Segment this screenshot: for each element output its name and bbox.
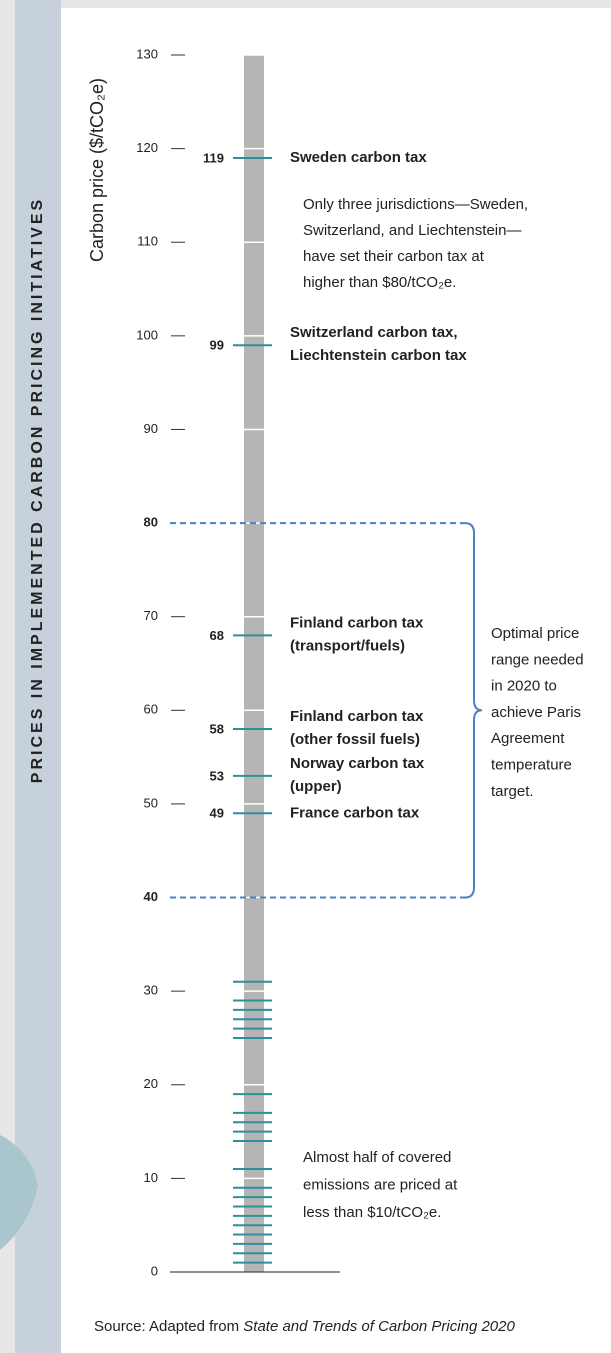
range-label: Agreement — [491, 730, 565, 747]
price-value: 53 — [210, 768, 224, 783]
price-label: (upper) — [290, 778, 342, 795]
annotation: higher than $80/tCO₂e. — [303, 274, 456, 291]
price-label: (other fossil fuels) — [290, 731, 420, 748]
price-label: Sweden carbon tax — [290, 149, 427, 166]
annotation: Only three jurisdictions—Sweden, — [303, 196, 528, 213]
source-title: State and Trends of Carbon Pricing 2020 — [243, 1318, 515, 1335]
price-label: Norway carbon tax — [290, 755, 425, 772]
y-tick-label: 80 — [144, 515, 158, 530]
y-tick-label: 70 — [144, 608, 158, 623]
y-tick-label: 90 — [144, 421, 158, 436]
y-axis-title: Carbon price ($/tCO₂e) — [87, 78, 107, 262]
y-tick-label: 40 — [144, 889, 158, 904]
range-label: achieve Paris — [491, 704, 581, 721]
decoration — [0, 1135, 38, 1250]
range-label: Optimal price — [491, 625, 579, 642]
price-value: 58 — [210, 721, 224, 736]
y-tick-label: 110 — [137, 234, 158, 249]
range-label: in 2020 to — [491, 678, 557, 695]
y-tick-label: 50 — [144, 795, 158, 810]
price-value: 49 — [210, 806, 224, 821]
price-value: 99 — [210, 338, 224, 353]
range-brace — [464, 522, 483, 899]
range-label: temperature — [491, 756, 572, 773]
y-tick-label: 130 — [136, 46, 158, 61]
y-tick-label: 10 — [144, 1170, 158, 1185]
annotation: less than $10/tCO₂e. — [303, 1204, 441, 1221]
price-label: (transport/fuels) — [290, 637, 405, 654]
y-tick-label: 120 — [136, 140, 158, 155]
source-text: Source: Adapted from — [94, 1318, 243, 1335]
annotation: have set their carbon tax at — [303, 248, 485, 265]
range-label: target. — [491, 783, 534, 800]
annotation: Almost half of covered — [303, 1149, 451, 1166]
scale-bar — [244, 55, 264, 1272]
source: Source: Adapted from State and Trends of… — [94, 1318, 515, 1335]
y-tick-label: 20 — [144, 1076, 158, 1091]
price-label: France carbon tax — [290, 804, 420, 821]
price-label: Switzerland carbon tax, — [290, 324, 458, 341]
side-band — [15, 0, 61, 1353]
price-label: Finland carbon tax — [290, 708, 424, 725]
annotation: Switzerland, and Liechtenstein— — [303, 222, 521, 239]
y-tick-label: 60 — [144, 702, 158, 717]
annotation: emissions are priced at — [303, 1176, 458, 1193]
side-title: PRICES IN IMPLEMENTED CARBON PRICING INI… — [29, 197, 46, 783]
price-label: Liechtenstein carbon tax — [290, 347, 467, 364]
price-value: 119 — [203, 150, 224, 165]
y-tick-label: 100 — [136, 327, 158, 342]
price-label: Finland carbon tax — [290, 614, 424, 631]
y-tick-label: 30 — [144, 983, 158, 998]
price-value: 68 — [210, 628, 224, 643]
panel — [61, 8, 611, 1353]
y-tick-label: 0 — [151, 1263, 158, 1278]
range-label: range needed — [491, 651, 584, 668]
